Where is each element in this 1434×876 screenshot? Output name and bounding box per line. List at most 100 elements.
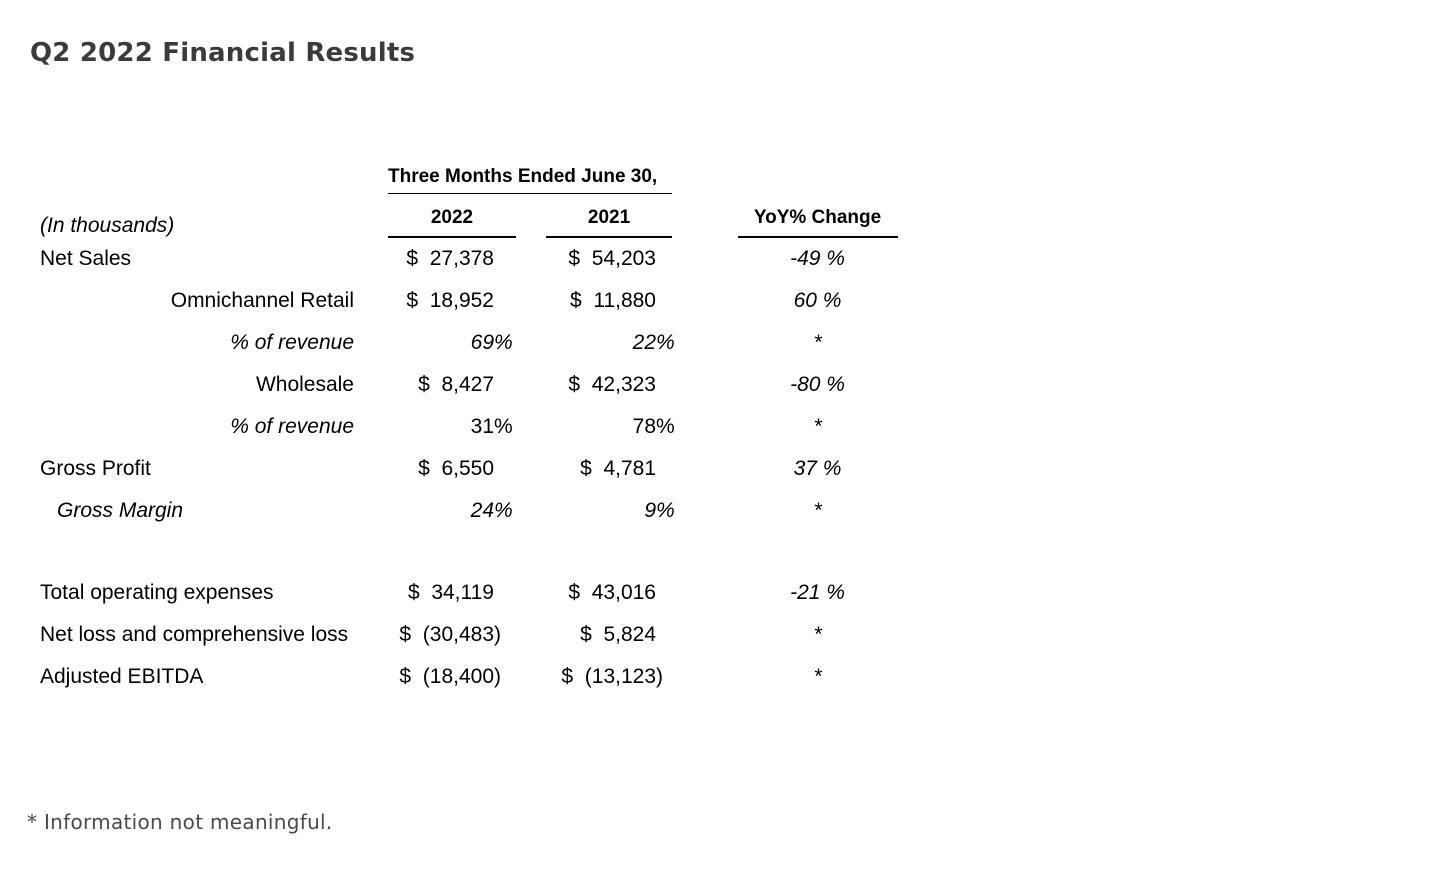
column-header-yoy: YoY% Change: [737, 207, 898, 238]
group-header-cell: Three Months Ended June 30,: [358, 156, 678, 194]
cell-2022-value-text: $ 34,119: [407, 581, 494, 604]
cell-2022-suffix: %: [494, 490, 516, 532]
cell-yoy-change-text: -21 %: [790, 581, 845, 604]
cell-2022-suffix-text: ): [494, 623, 501, 646]
row-label-text: Total operating expenses: [40, 581, 274, 604]
cell-yoy-change: 37 %: [678, 448, 957, 490]
column-header-2022-cell: 2022: [358, 194, 516, 238]
cell-2022-value: $ 6,550: [358, 448, 494, 490]
cell-2022-suffix: [494, 280, 516, 322]
cell-2022-suffix: [494, 238, 516, 280]
cell-2021-value-text: $ 54,203: [568, 247, 656, 270]
cell-2022-suffix: [494, 448, 516, 490]
cell-2022-value-text: 69: [470, 331, 494, 354]
row-label-text: Net Sales: [40, 247, 132, 270]
row-label-text: % of revenue: [230, 331, 354, 354]
cell-2021-value: $ 4,781: [516, 448, 656, 490]
cell-2021-value-text: $ 11,880: [569, 289, 656, 312]
spacer-cell: [40, 532, 957, 572]
row-label: Gross Profit: [40, 448, 358, 490]
cell-yoy-change: 60 %: [678, 280, 957, 322]
cell-2022-value: $ 27,378: [358, 238, 494, 280]
row-label-text: Gross Margin: [57, 499, 184, 522]
cell-2022-value-text: $ 8,427: [418, 373, 494, 396]
cell-yoy-change-text: *: [813, 415, 822, 438]
table-row: Gross Margin 24% 9% *: [40, 490, 957, 532]
row-label: % of revenue: [40, 406, 358, 448]
cell-2021-value-text: $ 5,824: [580, 623, 656, 646]
cell-2022-suffix: ): [494, 614, 516, 656]
cell-2022-value: $ (18,400: [358, 656, 494, 698]
cell-2021-value-text: $ 42,323: [568, 373, 656, 396]
cell-2021-suffix: %: [656, 322, 678, 364]
unit-note-cell: (In thousands): [40, 194, 358, 238]
cell-2021-suffix: [656, 448, 678, 490]
row-label-text: Wholesale: [255, 373, 354, 396]
cell-2021-value: $ 11,880: [516, 280, 656, 322]
row-label-text: Omnichannel Retail: [170, 289, 354, 312]
table-row: Net loss and comprehensive loss $ (30,483…: [40, 614, 957, 656]
table-row: Gross Profit $ 6,550 $ 4,781 37 %: [40, 448, 957, 490]
cell-2021-suffix-text: %: [656, 331, 675, 354]
cell-2022-suffix: %: [494, 322, 516, 364]
row-label: % of revenue: [40, 322, 358, 364]
table-row: % of revenue 69% 22% *: [40, 322, 957, 364]
footnote: * Information not meaningful.: [27, 810, 333, 834]
row-label-text: Adjusted EBITDA: [40, 665, 204, 688]
cell-2021-value-text: 78: [632, 415, 656, 438]
cell-2022-value-text: 24: [470, 499, 494, 522]
cell-yoy-change: -21 %: [678, 572, 957, 614]
table-row: Total operating expenses $ 34,119 $ 43,016…: [40, 572, 957, 614]
cell-2022-suffix: %: [494, 406, 516, 448]
cell-2021-suffix: [656, 364, 678, 406]
row-label: Adjusted EBITDA: [40, 656, 358, 698]
cell-2022-value-text: $ 6,550: [418, 457, 494, 480]
cell-2021-suffix: ): [656, 656, 678, 698]
cell-yoy-change-text: -49 %: [790, 247, 845, 270]
row-label: Total operating expenses: [40, 572, 358, 614]
cell-2022-value-text: 31: [470, 415, 494, 438]
row-label: Net Sales: [40, 238, 358, 280]
cell-2022-value: $ 8,427: [358, 364, 494, 406]
cell-2022-suffix: [494, 572, 516, 614]
table-row: Adjusted EBITDA $ (18,400) $ (13,123) *: [40, 656, 957, 698]
financial-results-slide: Q2 2022 Financial Results Three Months E…: [0, 38, 1434, 834]
cell-2022-suffix-text: ): [494, 665, 501, 688]
cell-2021-value: 78: [516, 406, 656, 448]
group-header-row: Three Months Ended June 30,: [40, 156, 957, 194]
column-header-2021: 2021: [546, 207, 673, 238]
cell-2021-suffix: [656, 238, 678, 280]
cell-2022-value: 69: [358, 322, 494, 364]
cell-2022-value-text: $ 27,378: [406, 247, 494, 270]
cell-yoy-change: *: [678, 614, 957, 656]
cell-2021-suffix-text: %: [656, 499, 675, 522]
cell-2022-value-text: $ (18,400: [399, 665, 494, 688]
table-row: Net Sales $ 27,378 $ 54,203 -49 %: [40, 238, 957, 280]
spacer-row: [40, 532, 957, 572]
group-header-right-spacer-cell: [678, 156, 957, 194]
cell-2021-suffix: [656, 614, 678, 656]
cell-yoy-change: *: [678, 656, 957, 698]
cell-yoy-change-text: 60 %: [793, 289, 842, 312]
cell-2021-value: $ 43,016: [516, 572, 656, 614]
cell-yoy-change-text: *: [813, 665, 822, 688]
cell-2021-value-text: 22: [632, 331, 656, 354]
cell-2022-value: 24: [358, 490, 494, 532]
row-label-text: Gross Profit: [40, 457, 151, 480]
cell-2022-suffix: ): [494, 656, 516, 698]
cell-2021-value: 22: [516, 322, 656, 364]
cell-2022-value: 31: [358, 406, 494, 448]
cell-yoy-change: *: [678, 406, 957, 448]
cell-2021-suffix: %: [656, 406, 678, 448]
cell-2021-value: $ 42,323: [516, 364, 656, 406]
row-label-text: Net loss and comprehensive loss: [40, 623, 349, 646]
cell-2022-value: $ 34,119: [358, 572, 494, 614]
row-label: Gross Margin: [40, 490, 358, 532]
table-row: Omnichannel Retail $ 18,952 $ 11,880 60 %: [40, 280, 957, 322]
table-row: Wholesale $ 8,427 $ 42,323 -80 %: [40, 364, 957, 406]
column-header-yoy-cell: YoY% Change: [678, 194, 957, 238]
cell-2022-suffix-text: %: [494, 499, 513, 522]
cell-2022-suffix-text: %: [494, 415, 513, 438]
cell-2022-value-text: $ (30,483: [399, 623, 494, 646]
cell-2021-value-text: $ 43,016: [568, 581, 656, 604]
